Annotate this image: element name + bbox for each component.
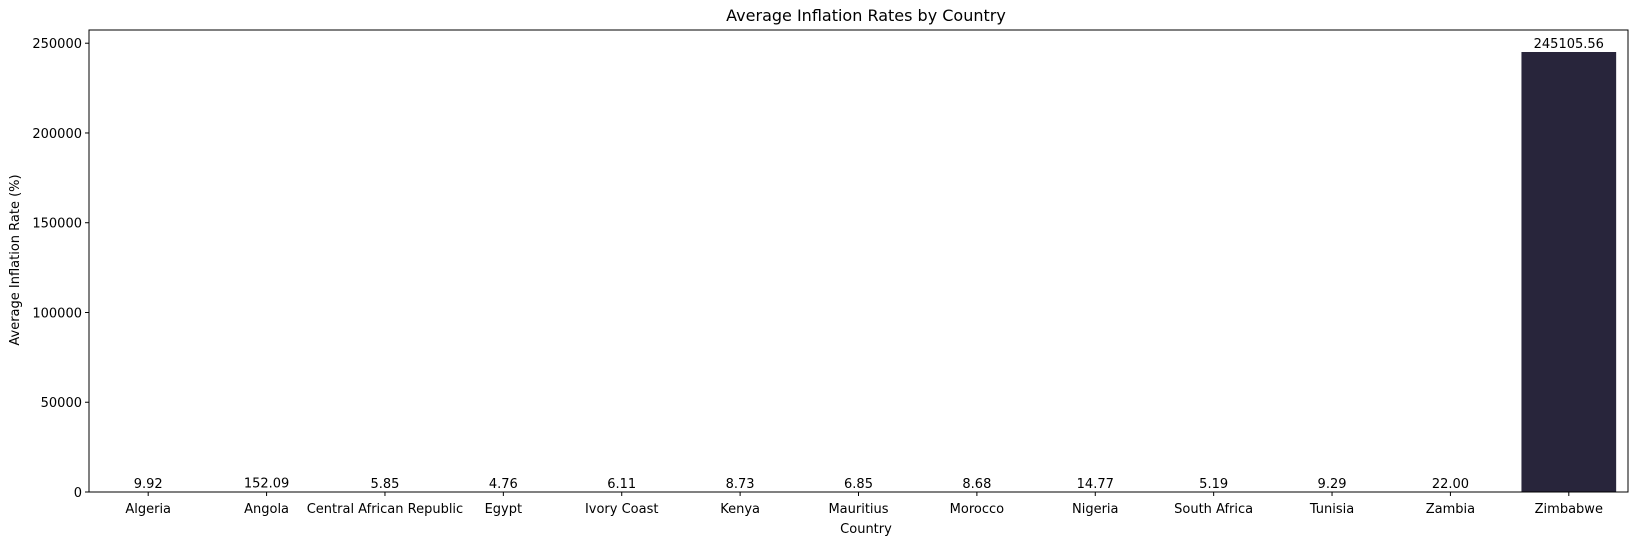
y-tick-label: 100000	[32, 306, 82, 321]
data-labels-group: 9.92 152.09 5.85 4.76 6.11 8.73 6.85 8.68 14.77 5…	[134, 37, 1604, 492]
x-tick-label: Angola	[244, 502, 289, 517]
y-axis-title: Average Inflation Rate (%)	[8, 174, 23, 345]
x-tick-label: Morocco	[950, 502, 1004, 517]
bar	[1521, 52, 1617, 493]
x-tick-label: Mauritius	[828, 502, 888, 517]
x-axis-ticks: Algeria Angola Central African Republic Egy…	[125, 492, 1603, 517]
bar-value-label: 245105.56	[1534, 37, 1604, 52]
bar-value-label: 9.29	[1318, 477, 1347, 492]
bar-value-label: 152.09	[244, 477, 290, 492]
bar-value-label: 5.85	[370, 477, 399, 492]
x-tick-label: Zambia	[1426, 502, 1475, 517]
y-tick-label: 50000	[41, 396, 82, 411]
x-tick-label: Algeria	[125, 502, 171, 517]
x-tick-label: Egypt	[485, 502, 523, 517]
y-tick-label: 150000	[32, 217, 82, 232]
bar-value-label: 14.77	[1077, 477, 1114, 492]
x-tick-label: South Africa	[1174, 502, 1253, 517]
bars-group	[100, 52, 1617, 493]
y-axis-ticks: 0 50000 100000 150000 200000 250000	[32, 37, 89, 501]
y-tick-label: 250000	[32, 37, 82, 52]
bar-value-label: 8.68	[962, 477, 991, 492]
y-tick-label: 0	[74, 486, 82, 501]
bar-value-label: 22.00	[1432, 477, 1469, 492]
bar-value-label: 5.19	[1199, 477, 1228, 492]
bar-value-label: 8.73	[726, 477, 755, 492]
chart-title: Average Inflation Rates by Country	[726, 6, 1006, 25]
x-axis-title: Country	[840, 522, 892, 537]
bar-value-label: 6.85	[844, 477, 873, 492]
x-tick-label: Kenya	[720, 502, 760, 517]
plot-frame	[88, 29, 1629, 493]
bar-value-label: 4.76	[489, 477, 518, 492]
x-tick-label: Nigeria	[1072, 502, 1119, 517]
x-tick-label: Central African Republic	[307, 502, 463, 517]
x-tick-label: Ivory Coast	[585, 502, 659, 517]
y-tick-label: 200000	[32, 127, 82, 142]
x-tick-label: Tunisia	[1309, 502, 1354, 517]
bar-value-label: 9.92	[134, 477, 163, 492]
x-tick-label: Zimbabwe	[1535, 502, 1603, 517]
bar-value-label: 6.11	[607, 477, 636, 492]
